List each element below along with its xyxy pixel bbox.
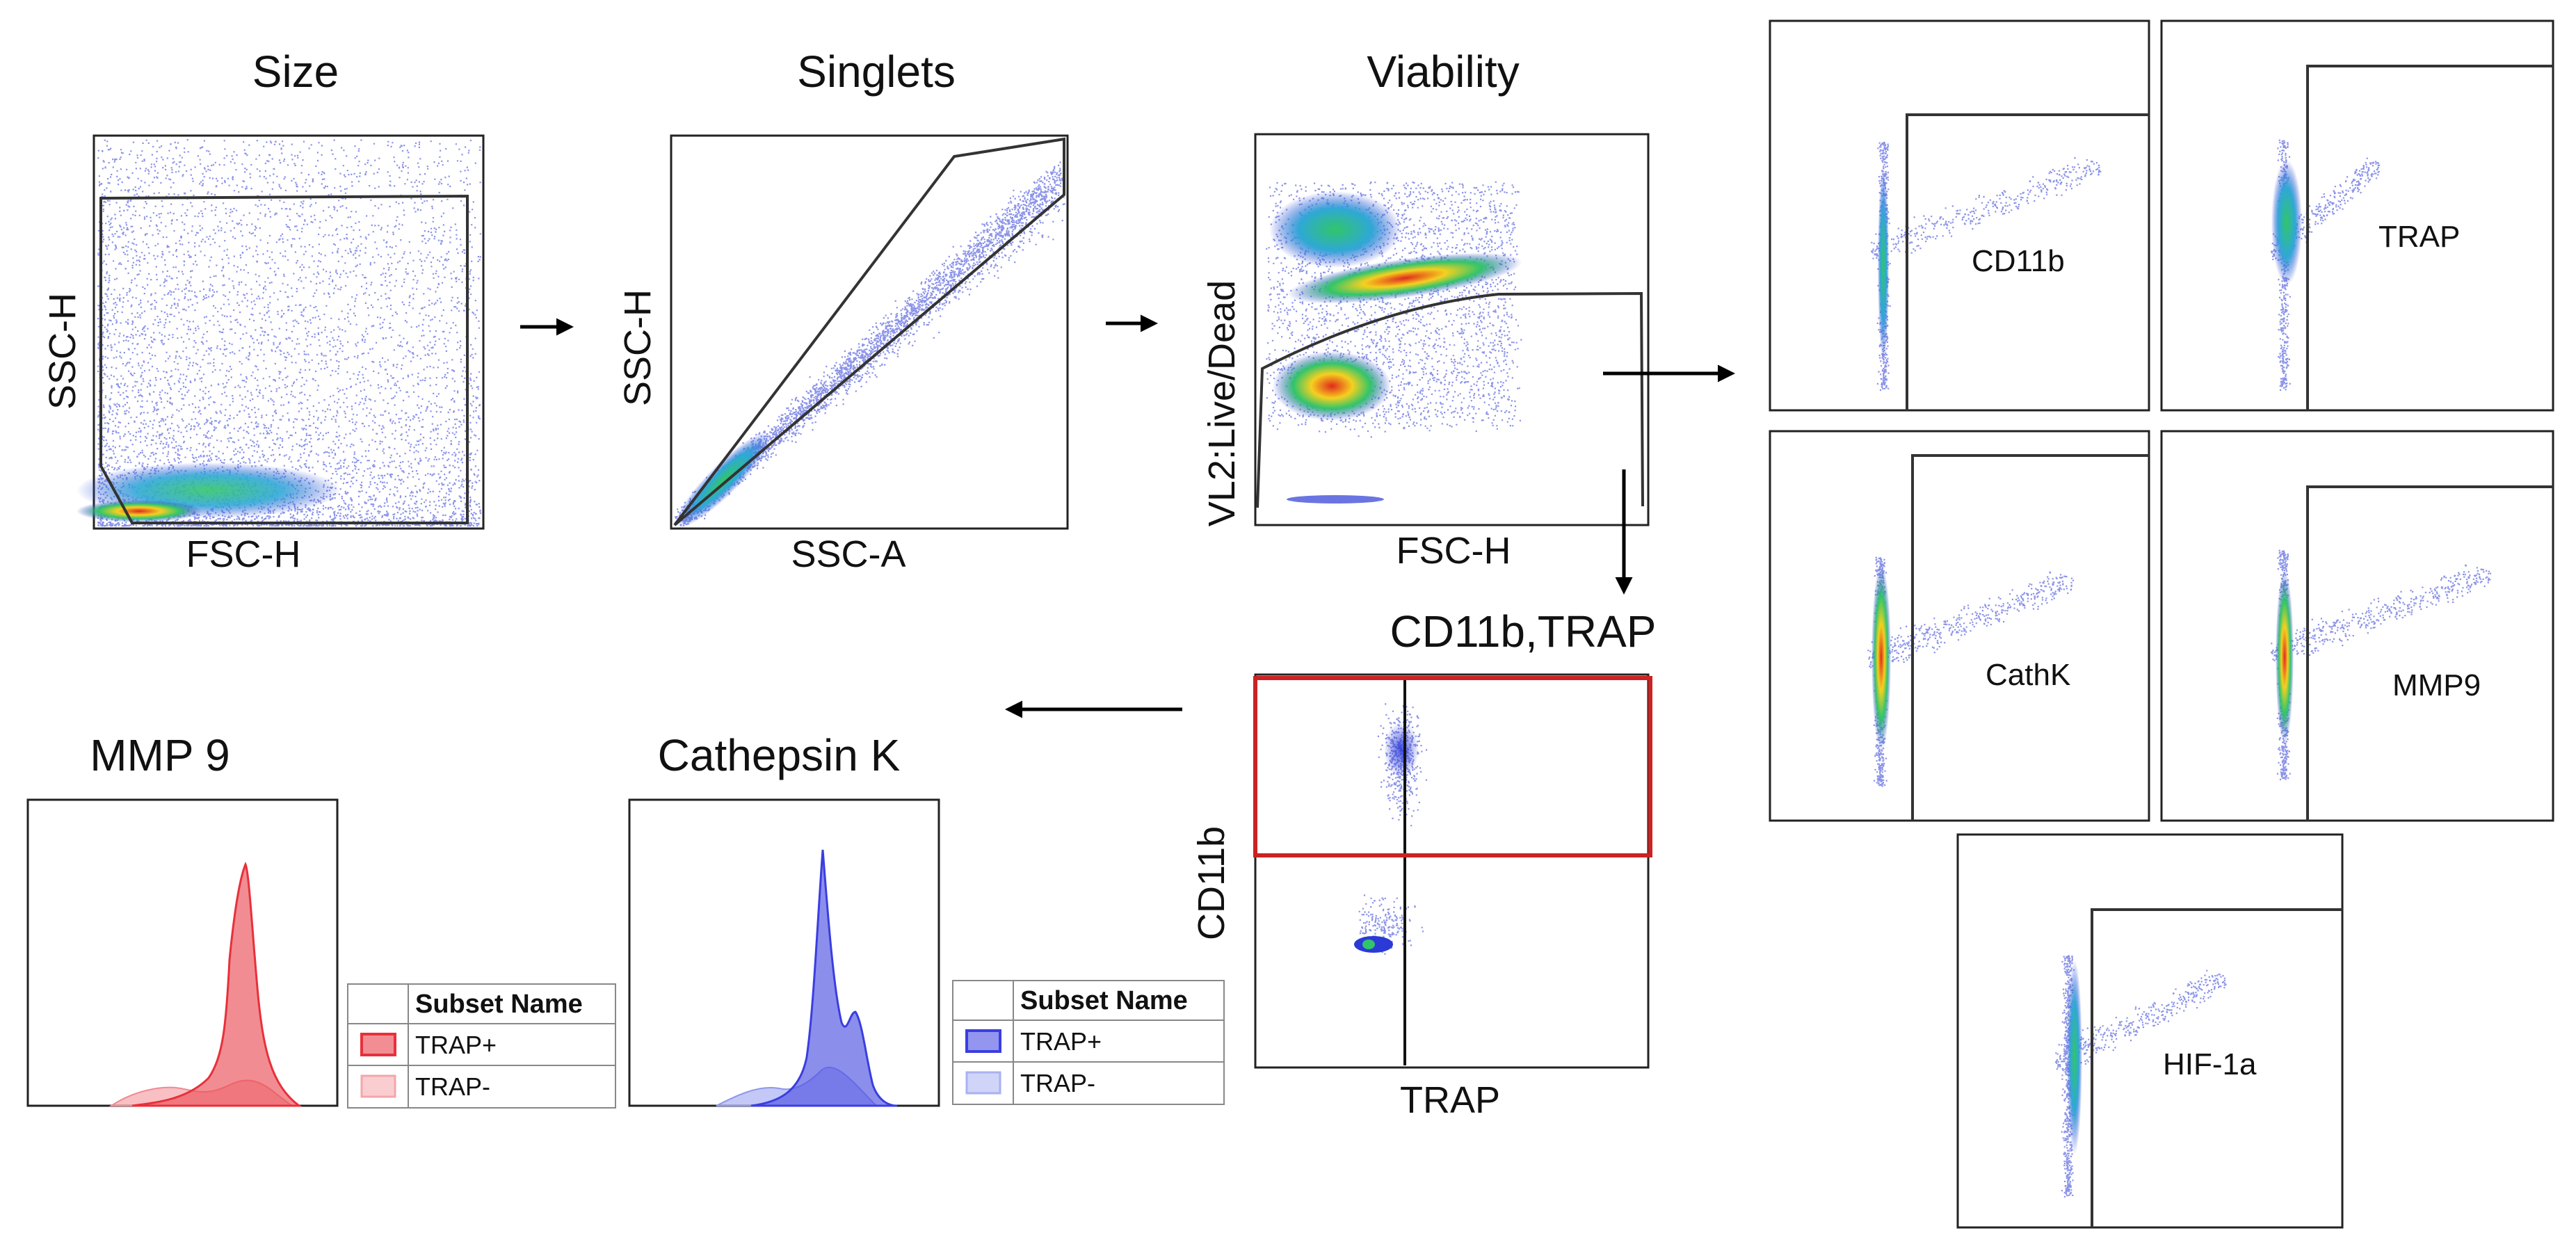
mmp9-legend-header: Subset Name bbox=[415, 990, 583, 1019]
marker-panel-cathk-density bbox=[1871, 563, 1891, 751]
size-x-label: FSC-H bbox=[186, 533, 301, 575]
singlets-title: Singlets bbox=[797, 47, 956, 97]
singlets-x-label: SSC-A bbox=[791, 533, 905, 575]
marker-panel-cathk-gate bbox=[1911, 454, 2149, 821]
viability-events-points bbox=[1266, 181, 1522, 438]
marker-panel-mmp9-label: MMP9 bbox=[2392, 668, 2481, 702]
marker-panel-cd11b-frame bbox=[1769, 19, 2150, 412]
cathepsin-k-histogram-frame bbox=[628, 798, 940, 1107]
mmp9-legend-trap-plus: TRAP+ bbox=[415, 1031, 497, 1059]
cd11b-trap-title: CD11b,TRAP bbox=[1390, 606, 1657, 656]
quadrant-cluster-lower-core bbox=[1362, 940, 1375, 949]
marker-panel-trap: TRAP bbox=[2160, 19, 2554, 412]
viability-density-band bbox=[1287, 252, 1522, 304]
cathepsin-k-legend-trap-plus: TRAP+ bbox=[1020, 1027, 1102, 1056]
size-gate bbox=[99, 194, 469, 524]
marker-panel-hif1a-label: HIF-1a bbox=[2163, 1047, 2257, 1081]
mmp9-legend-trap-minus: TRAP- bbox=[415, 1072, 490, 1101]
marker-panel-mmp9: MMP9 bbox=[2160, 430, 2554, 822]
size-plot: Size FSC-H SSC-H bbox=[42, 47, 485, 575]
viability-x-label: FSC-H bbox=[1396, 530, 1511, 572]
viability-y-label: VL2:Live/Dead bbox=[1201, 280, 1243, 526]
mmp9-legend: Subset Name TRAP+ TRAP- bbox=[347, 983, 616, 1109]
cathepsin-k-legend-swatch-trap-plus bbox=[965, 1029, 1001, 1053]
cathepsin-k-trap-plus-curve bbox=[750, 849, 898, 1107]
mmp9-histogram: MMP 9 Subset Name TRAP+ TRAP- bbox=[26, 730, 616, 1109]
singlets-plot: Singlets SSC-A SSC-H bbox=[617, 47, 1069, 575]
singlets-y-label: SSC-H bbox=[617, 289, 659, 406]
viability-gate bbox=[1256, 291, 1644, 508]
marker-panel-cathk-frame bbox=[1769, 430, 2150, 822]
singlets-events bbox=[675, 161, 1066, 526]
viability-plot: Viability FSC-H VL2:Live/Dead bbox=[1201, 47, 1650, 572]
viability-plot-frame bbox=[1254, 133, 1650, 526]
marker-panel-grid: CD11b TRAP CathK MMP9 HI bbox=[1769, 19, 2554, 1229]
singlets-gate bbox=[673, 137, 1065, 526]
marker-panel-cathk-label: CathK bbox=[1986, 658, 2070, 692]
marker-panel-hif1a-gate bbox=[2091, 908, 2342, 1227]
singlets-events-points bbox=[675, 161, 1066, 526]
viability-title: Viability bbox=[1367, 47, 1519, 97]
cathepsin-k-legend-header: Subset Name bbox=[1020, 986, 1188, 1015]
cd11b-trap-x-label: TRAP bbox=[1400, 1079, 1500, 1121]
viability-density-upper bbox=[1269, 191, 1401, 268]
cd11b-trap-frame bbox=[1254, 673, 1650, 1069]
cd11b-trap-plot: CD11b,TRAP TRAP CD11b bbox=[1191, 606, 1656, 1121]
size-density-hotspot bbox=[77, 500, 202, 522]
quadrant-cluster-upper bbox=[1384, 722, 1419, 777]
marker-panel-trap-label: TRAP bbox=[2378, 220, 2460, 254]
cathepsin-k-histogram-title: Cathepsin K bbox=[658, 730, 901, 780]
viability-density-live bbox=[1273, 351, 1391, 421]
marker-panel-cd11b-density bbox=[1878, 167, 1889, 362]
marker-panel-trap-density bbox=[2271, 160, 2302, 285]
marker-panel-cd11b-label: CD11b bbox=[1972, 244, 2065, 278]
cathepsin-k-legend-swatch-trap-minus bbox=[965, 1071, 1001, 1095]
viability-debris-line bbox=[1287, 495, 1384, 503]
cathepsin-k-histogram: Cathepsin K Subset Name TRAP+ TRAP- bbox=[628, 730, 1225, 1107]
mmp9-legend-swatch-trap-plus bbox=[360, 1033, 396, 1056]
marker-panel-trap-events bbox=[2271, 139, 2381, 391]
cathepsin-k-legend-trap-minus: TRAP- bbox=[1020, 1069, 1095, 1097]
size-title: Size bbox=[252, 47, 339, 97]
mmp9-trap-plus-curve bbox=[131, 862, 303, 1107]
cd11b-trap-y-label: CD11b bbox=[1191, 826, 1232, 940]
mmp9-histogram-title: MMP 9 bbox=[90, 730, 230, 780]
mmp9-legend-swatch-trap-minus bbox=[360, 1074, 396, 1098]
marker-panel-trap-frame bbox=[2160, 19, 2554, 412]
marker-panel-mmp9-gate bbox=[2306, 485, 2553, 821]
marker-panel-mmp9-density bbox=[2276, 570, 2294, 744]
size-y-label: SSC-H bbox=[42, 293, 83, 410]
marker-panel-mmp9-frame bbox=[2160, 430, 2554, 822]
marker-panel-cd11b: CD11b bbox=[1769, 19, 2150, 412]
marker-panel-trap-gate bbox=[2306, 65, 2553, 410]
cd11b-high-gate-highlight bbox=[1253, 676, 1652, 857]
marker-panel-hif1a-density bbox=[2067, 960, 2082, 1154]
marker-panel-hif1a-frame bbox=[1956, 833, 2344, 1229]
marker-panel-hif1a: HIF-1a bbox=[1956, 833, 2344, 1229]
mmp9-histogram-frame bbox=[26, 798, 339, 1107]
cathepsin-k-legend: Subset Name TRAP+ TRAP- bbox=[952, 980, 1225, 1105]
marker-panel-trap-events-points bbox=[2271, 139, 2381, 391]
marker-panel-cathk: CathK bbox=[1769, 430, 2150, 822]
marker-panel-cd11b-gate bbox=[1906, 113, 2149, 410]
viability-events bbox=[1266, 181, 1522, 438]
